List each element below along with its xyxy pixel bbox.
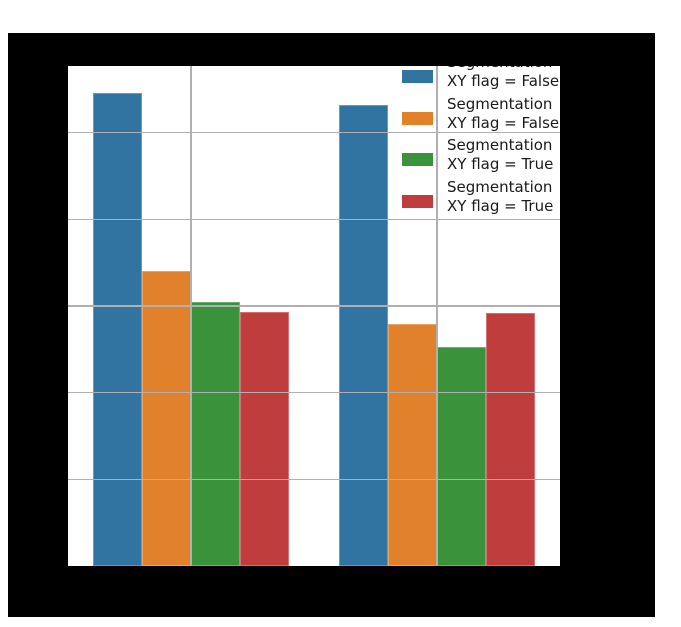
- bar-red-group1: [240, 312, 290, 566]
- legend-label-line1: Segmentation: [447, 178, 553, 196]
- legend-swatch-red: [402, 195, 433, 208]
- legend-label: Segmentation XY flag = True: [447, 178, 553, 215]
- legend-swatch-green: [402, 153, 433, 166]
- legend-label: Segmentation XY flag = True: [447, 136, 553, 173]
- bar-blue-group1: [92, 92, 142, 566]
- legend-swatch-blue: [402, 70, 433, 83]
- x-gridline: [436, 66, 438, 566]
- y-gridline: [68, 478, 560, 481]
- y-gridline: [68, 131, 560, 134]
- x-gridline: [190, 66, 192, 566]
- legend-label-line1: Segmentation: [447, 66, 559, 72]
- bar-orange-group2: [387, 324, 437, 566]
- y-gridline: [68, 305, 560, 307]
- bar-green-group2: [437, 346, 487, 566]
- legend-label-line2: XY flag = False: [447, 71, 560, 90]
- legend-entry-red: Segmentation XY flag = True: [402, 178, 560, 220]
- plot-area: Segmentation XY flag = False Segmentatio…: [68, 66, 560, 566]
- bar-orange-group1: [141, 271, 191, 566]
- legend-label: Segmentation XY flag = False: [447, 66, 559, 90]
- legend-label-line2: XY flag = True: [447, 154, 554, 173]
- legend-entry-blue: Segmentation XY flag = False: [402, 66, 560, 95]
- y-gridline: [68, 218, 560, 221]
- legend-label: Segmentation XY flag = False: [447, 95, 559, 132]
- figure-background: Segmentation XY flag = False Segmentatio…: [8, 33, 655, 617]
- legend-entry-green: Segmentation XY flag = True: [402, 136, 560, 178]
- y-gridline: [68, 391, 560, 394]
- legend-label-line1: Segmentation: [447, 136, 553, 154]
- bar-blue-group2: [338, 105, 388, 566]
- bar-red-group2: [486, 312, 536, 566]
- legend-swatch-orange: [402, 112, 433, 125]
- legend-entry-orange: Segmentation XY flag = False: [402, 95, 560, 137]
- legend-label-line2: XY flag = False: [447, 113, 560, 132]
- legend-label-line1: Segmentation: [447, 95, 553, 113]
- bar-green-group1: [191, 301, 241, 566]
- legend-label-line2: XY flag = True: [447, 196, 554, 215]
